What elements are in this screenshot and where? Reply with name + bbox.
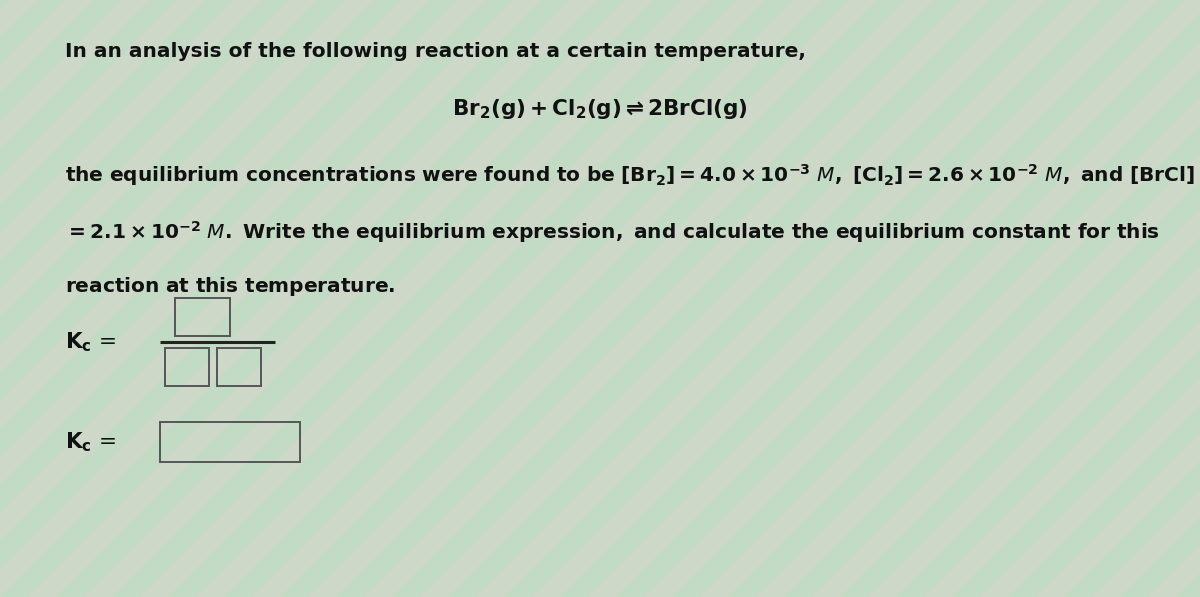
Polygon shape xyxy=(0,0,598,597)
Text: $\mathbf{K_c}$ =: $\mathbf{K_c}$ = xyxy=(65,430,116,454)
Polygon shape xyxy=(644,0,1200,597)
Bar xyxy=(217,348,262,386)
Polygon shape xyxy=(224,0,850,597)
Polygon shape xyxy=(924,0,1200,597)
Polygon shape xyxy=(560,0,1186,597)
Polygon shape xyxy=(112,0,737,597)
Polygon shape xyxy=(0,0,37,597)
Polygon shape xyxy=(812,0,1200,597)
Polygon shape xyxy=(392,0,1018,597)
Polygon shape xyxy=(0,0,346,597)
Polygon shape xyxy=(0,0,317,597)
Polygon shape xyxy=(140,0,766,597)
Polygon shape xyxy=(336,0,961,597)
Polygon shape xyxy=(1092,0,1200,597)
Polygon shape xyxy=(308,0,934,597)
Polygon shape xyxy=(448,0,1073,597)
Polygon shape xyxy=(0,0,205,597)
Polygon shape xyxy=(616,0,1200,597)
Polygon shape xyxy=(0,0,262,597)
Polygon shape xyxy=(0,0,457,597)
Polygon shape xyxy=(0,0,121,597)
Text: $\mathbf{Br_2(g) + Cl_2(g) \rightleftharpoons 2BrCl(g)}$: $\mathbf{Br_2(g) + Cl_2(g) \rightlefthar… xyxy=(452,97,748,121)
Polygon shape xyxy=(0,0,149,597)
Polygon shape xyxy=(952,0,1200,597)
Polygon shape xyxy=(1176,0,1200,597)
Polygon shape xyxy=(1008,0,1200,597)
Polygon shape xyxy=(1120,0,1200,597)
Polygon shape xyxy=(168,0,793,597)
Polygon shape xyxy=(896,0,1200,597)
Polygon shape xyxy=(588,0,1200,597)
Polygon shape xyxy=(476,0,1102,597)
Polygon shape xyxy=(784,0,1200,597)
Polygon shape xyxy=(728,0,1200,597)
Polygon shape xyxy=(1036,0,1200,597)
Text: $\mathbf{reaction\ at\ this\ temperature.}$: $\mathbf{reaction\ at\ this\ temperature… xyxy=(65,275,395,298)
Polygon shape xyxy=(840,0,1200,597)
Polygon shape xyxy=(0,0,569,597)
Polygon shape xyxy=(0,0,625,597)
Text: $\mathbf{the\ equilibrium\ concentrations\ were\ found\ to\ be\ [Br_2] = 4.0 \ti: $\mathbf{the\ equilibrium\ concentration… xyxy=(65,162,1195,188)
Polygon shape xyxy=(252,0,877,597)
Polygon shape xyxy=(532,0,1157,597)
Polygon shape xyxy=(0,0,401,597)
Polygon shape xyxy=(56,0,682,597)
Polygon shape xyxy=(0,0,430,597)
Polygon shape xyxy=(0,0,233,597)
Bar xyxy=(166,348,209,386)
Text: $\mathbf{= 2.1 \times 10^{-2}\ \mathit{M}.\ Write\ the\ equilibrium\ expression,: $\mathbf{= 2.1 \times 10^{-2}\ \mathit{M… xyxy=(65,219,1160,245)
Polygon shape xyxy=(0,0,65,597)
Polygon shape xyxy=(0,0,10,597)
Polygon shape xyxy=(364,0,989,597)
Polygon shape xyxy=(1064,0,1200,597)
Polygon shape xyxy=(28,0,653,597)
Text: $\mathbf{K_c}$ =: $\mathbf{K_c}$ = xyxy=(65,330,116,354)
Polygon shape xyxy=(280,0,905,597)
Polygon shape xyxy=(868,0,1200,597)
Polygon shape xyxy=(0,0,514,597)
Polygon shape xyxy=(196,0,821,597)
Text: In an analysis of the following reaction at a certain temperature,: In an analysis of the following reaction… xyxy=(65,42,806,61)
Bar xyxy=(160,422,300,462)
Polygon shape xyxy=(420,0,1045,597)
Polygon shape xyxy=(0,0,373,597)
Polygon shape xyxy=(0,0,485,597)
Polygon shape xyxy=(1148,0,1200,597)
Polygon shape xyxy=(700,0,1200,597)
Bar xyxy=(175,298,230,336)
Polygon shape xyxy=(0,0,289,597)
Polygon shape xyxy=(980,0,1200,597)
Polygon shape xyxy=(672,0,1200,597)
Polygon shape xyxy=(0,0,94,597)
Polygon shape xyxy=(756,0,1200,597)
Polygon shape xyxy=(0,0,178,597)
Polygon shape xyxy=(0,0,541,597)
Polygon shape xyxy=(84,0,709,597)
Polygon shape xyxy=(504,0,1129,597)
